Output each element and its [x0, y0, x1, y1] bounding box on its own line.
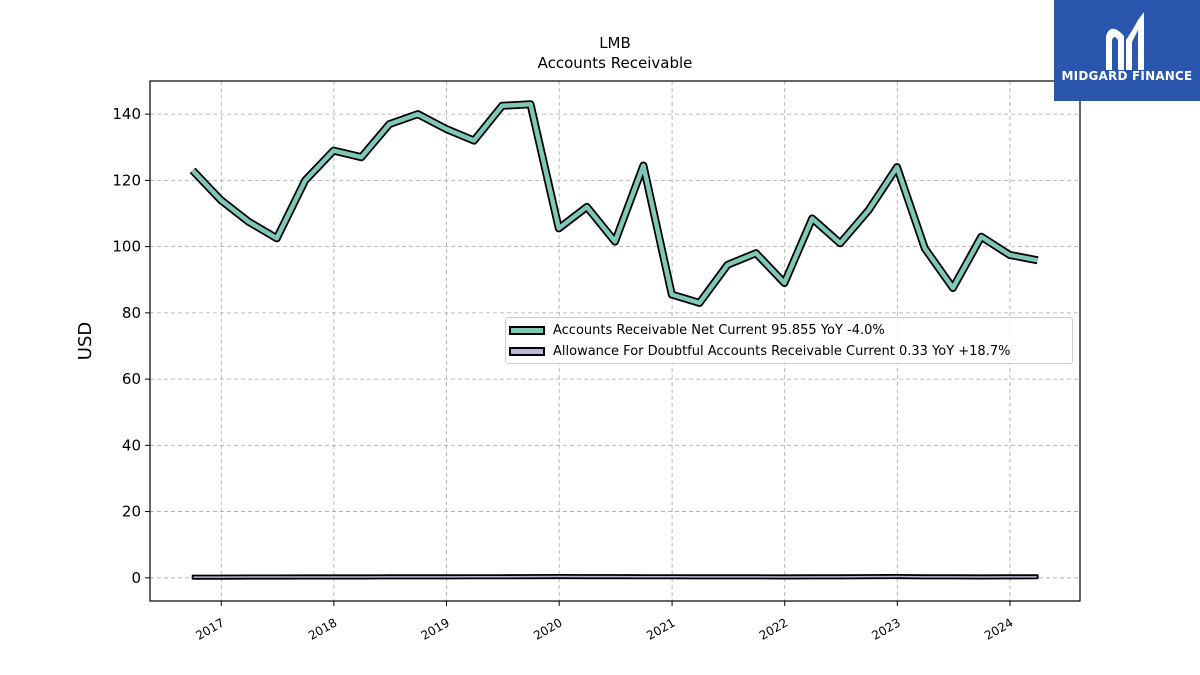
- chart-legend: Accounts Receivable Net Current 95.855 Y…: [505, 317, 1073, 364]
- brand-logo: MIDGARD FINANCE: [1054, 0, 1200, 101]
- legend-item-accounts-receivable: Accounts Receivable Net Current 95.855 Y…: [506, 320, 885, 340]
- x-tick-label: 2018: [306, 615, 339, 642]
- y-axis: 0 20 40 60 80 100 120 140: [112, 105, 150, 587]
- x-axis: 2017 2018 2019 2020 2021 2022 2023 2024: [193, 601, 1015, 643]
- area-layer: [191, 574, 1039, 580]
- chart-subtitle: Accounts Receivable: [538, 54, 693, 72]
- y-tick-label: 140: [112, 105, 141, 123]
- x-tick-label: 2024: [982, 615, 1015, 642]
- line-layer: [189, 100, 1039, 307]
- x-tick-label: 2017: [193, 615, 226, 642]
- brand-name: MIDGARD FINANCE: [1061, 69, 1193, 83]
- y-tick-label: 120: [112, 171, 141, 189]
- chart-title: LMB: [599, 34, 631, 52]
- y-tick-label: 0: [131, 569, 141, 587]
- x-tick-label: 2022: [757, 615, 790, 642]
- x-tick-label: 2023: [869, 615, 902, 642]
- y-tick-label: 40: [122, 436, 141, 454]
- legend-label-accounts-receivable: Accounts Receivable Net Current 95.855 Y…: [553, 322, 885, 338]
- y-tick-label: 100: [112, 238, 141, 256]
- legend-swatch-accounts-receivable: [509, 325, 545, 335]
- midgard-m-icon: [1106, 12, 1144, 70]
- y-tick-label: 80: [122, 304, 141, 322]
- legend-label-allowance: Allowance For Doubtful Accounts Receivab…: [553, 343, 1011, 359]
- series-line-accounts-receivable: [190, 101, 1039, 306]
- y-tick-label: 60: [122, 370, 141, 388]
- y-tick-label: 20: [122, 503, 141, 521]
- x-tick-label: 2021: [644, 615, 677, 642]
- legend-item-allowance: Allowance For Doubtful Accounts Receivab…: [506, 341, 1010, 361]
- y-axis-label: USD: [75, 322, 96, 360]
- plot-frame: [149, 80, 1081, 602]
- x-tick-label: 2020: [531, 615, 564, 642]
- x-tick-label: 2019: [419, 615, 452, 642]
- series-line-allowance: [191, 574, 1039, 580]
- legend-swatch-allowance: [509, 346, 545, 356]
